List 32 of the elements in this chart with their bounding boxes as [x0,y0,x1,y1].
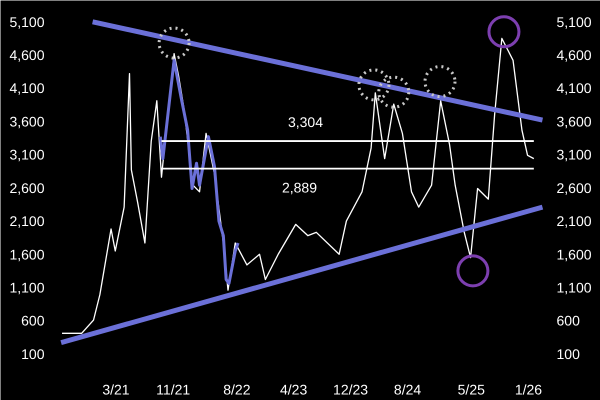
y-tick-label: 3,600 [9,113,45,130]
y-tick-label: 4,600 [9,46,45,63]
y-tick-label: 4,100 [9,80,45,96]
y2-tick-label: 1,100 [556,279,592,296]
y-tick-label: 100 [21,346,45,362]
x-tick-label: 1/26 [514,382,542,398]
y2-tick-label: 1,600 [556,246,592,262]
y-tick-label: 1,100 [9,279,45,296]
x-tick-label: 4/23 [280,382,308,398]
y2-tick-label: 4,100 [556,80,592,96]
y-tick-label: 1,600 [9,246,45,262]
x-tick-label: 3/21 [102,382,130,398]
y2-tick-label: 3,600 [556,113,592,130]
y2-tick-label: 2,600 [556,180,592,196]
x-tick-label: 8/24 [394,382,422,398]
y2-tick-label: 100 [556,346,580,362]
x-tick-label: 11/21 [156,382,190,398]
y2-tick-label: 600 [556,312,580,329]
x-tick-label: 8/22 [223,382,251,398]
y2-tick-label: 3,100 [556,146,592,163]
y2-tick-label: 5,100 [556,14,592,30]
y-tick-label: 2,600 [9,180,45,196]
y2-tick-label: 2,100 [556,213,592,230]
y-tick-label: 2,100 [9,213,45,230]
annotation: 3,304 [288,114,324,130]
y-tick-label: 3,100 [9,146,45,163]
x-tick-label: 5/25 [458,382,486,398]
y2-tick-label: 4,600 [556,46,592,63]
x-tick-label: 12/23 [333,382,368,398]
y-tick-label: 600 [21,312,45,329]
annotation: 2,889 [282,180,318,196]
y-tick-label: 5,100 [9,14,45,30]
